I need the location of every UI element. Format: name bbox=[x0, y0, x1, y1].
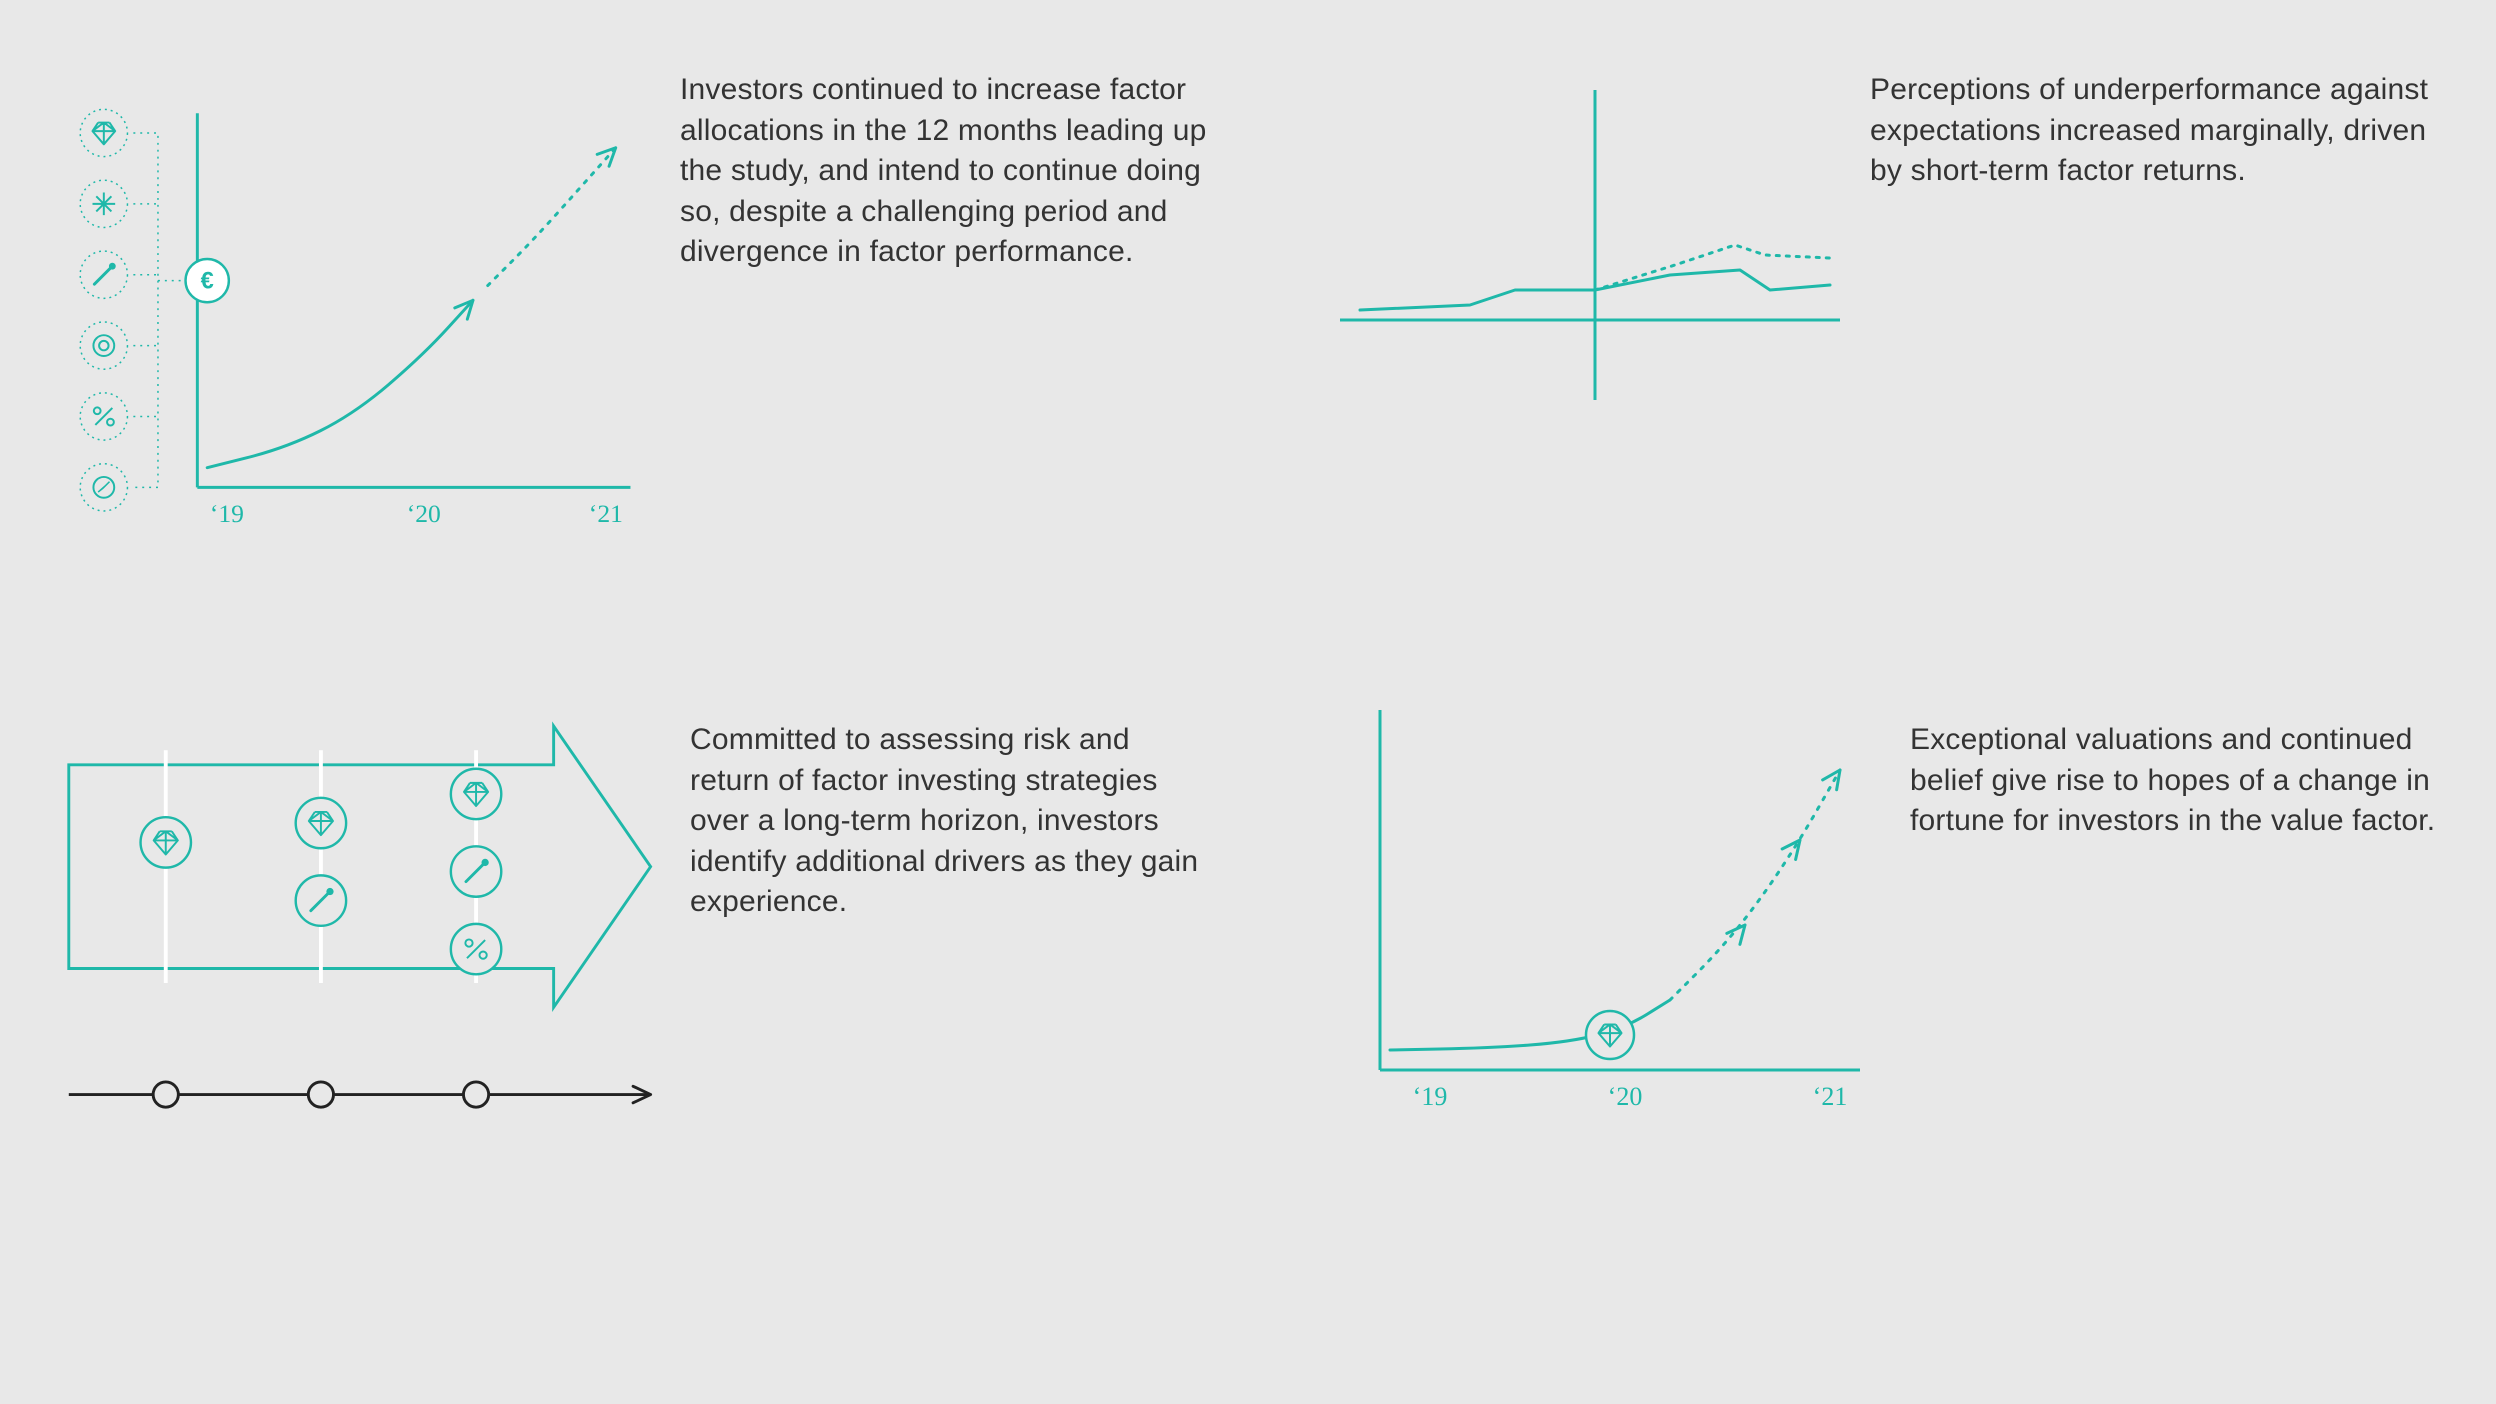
text-bottom-left: Committed to assessing risk and return o… bbox=[690, 720, 1210, 923]
compass-icon bbox=[93, 477, 114, 498]
euro-icon: € bbox=[201, 269, 214, 295]
chart-underperformance bbox=[1340, 90, 1840, 420]
text-bottom-right: Exceptional valuations and continued bel… bbox=[1910, 720, 2460, 842]
panel-top-right: Perceptions of underperformance against … bbox=[1340, 90, 2460, 420]
text-top-right: Perceptions of underperformance against … bbox=[1870, 70, 2460, 192]
panel-bottom-right: ‘19 ‘20 ‘21 Exceptional valuations and con… bbox=[1340, 700, 2460, 1120]
x-axis-label: ‘19 bbox=[210, 499, 244, 528]
diamond-icon bbox=[92, 123, 115, 145]
text-top-left: Investors continued to increase factor a… bbox=[680, 70, 1210, 273]
x-axis-label: ‘20 bbox=[1608, 1082, 1643, 1111]
chart-factor-allocations: ‘19 ‘20 ‘21 € bbox=[30, 90, 660, 550]
chart-value-factor: ‘19 ‘20 ‘21 bbox=[1340, 700, 1880, 1120]
x-axis-label: ‘19 bbox=[1413, 1082, 1448, 1111]
x-axis-label: ‘20 bbox=[407, 499, 441, 528]
x-axis-label: ‘21 bbox=[589, 499, 623, 528]
panel-top-left: ‘19‘20‘21€ Investors continued to increa… bbox=[30, 90, 1210, 550]
wand-icon bbox=[94, 263, 115, 284]
x-axis-label: ‘21 bbox=[1813, 1082, 1848, 1111]
chart-timeline-experience bbox=[30, 700, 670, 1140]
sparkle-icon bbox=[92, 193, 115, 216]
percent-icon bbox=[94, 407, 114, 425]
panel-bottom-left: Committed to assessing risk and return o… bbox=[30, 700, 1210, 1140]
target-icon bbox=[93, 335, 114, 356]
